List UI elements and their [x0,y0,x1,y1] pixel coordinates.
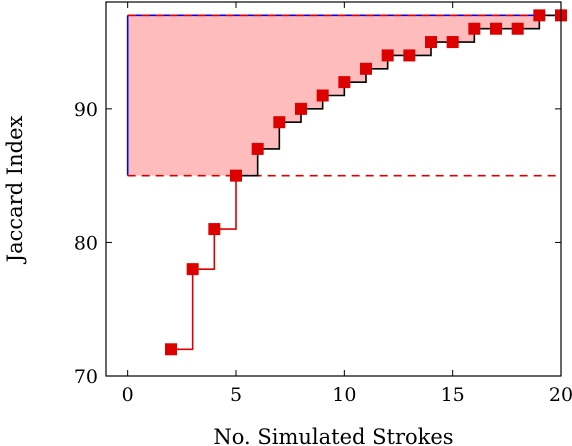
data-point [186,263,199,276]
data-markers [165,9,567,356]
data-point [316,89,329,102]
step-segment [214,175,237,230]
data-point [511,22,524,35]
data-point [273,116,286,129]
data-point [533,9,546,22]
data-point [208,223,221,236]
x-tick-label: 0 [122,384,134,406]
x-axis-ticks: 0 5 10 15 20 [122,2,572,406]
step-segment [192,229,216,270]
data-point [403,49,416,62]
data-point [295,102,307,115]
x-tick-label: 5 [230,384,242,406]
x-tick-label: 20 [549,384,572,406]
data-point [230,169,242,182]
data-point [446,36,459,49]
x-tick-label: 10 [332,384,356,406]
data-point [251,142,264,155]
x-axis-label: No. Simulated Strokes [213,425,453,446]
data-point [425,36,437,49]
step-segment [236,148,259,177]
y-tick-label: 80 [74,232,98,254]
data-point [468,22,481,35]
reference-lines [127,14,561,177]
step-segment [257,122,281,150]
y-axis-ticks: 70 80 90 [74,99,561,388]
data-point [338,76,351,89]
y-axis-label: Jaccard Index [3,116,27,265]
y-tick-label: 70 [74,366,98,388]
data-point [360,62,372,75]
y-tick-label: 90 [74,99,98,121]
step-segment [171,269,194,351]
plot-frame [105,1,562,377]
shaded-fill [127,15,561,176]
x-tick-label: 15 [441,384,465,406]
data-point [165,343,177,356]
data-point [490,22,502,35]
data-point [381,49,394,62]
